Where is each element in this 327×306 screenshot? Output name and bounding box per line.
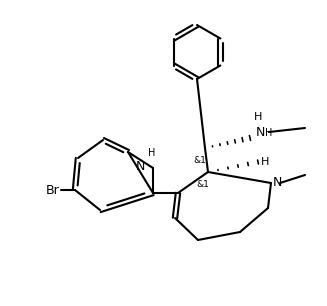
Text: N: N — [256, 125, 266, 139]
Text: &1: &1 — [194, 156, 206, 165]
Text: H: H — [261, 157, 269, 167]
Text: Br: Br — [45, 184, 59, 196]
Text: N: N — [136, 159, 145, 173]
Text: H: H — [148, 148, 156, 158]
Text: &1: &1 — [197, 180, 209, 189]
Text: H: H — [254, 112, 262, 122]
Text: N: N — [273, 177, 283, 189]
Text: H: H — [265, 128, 272, 138]
